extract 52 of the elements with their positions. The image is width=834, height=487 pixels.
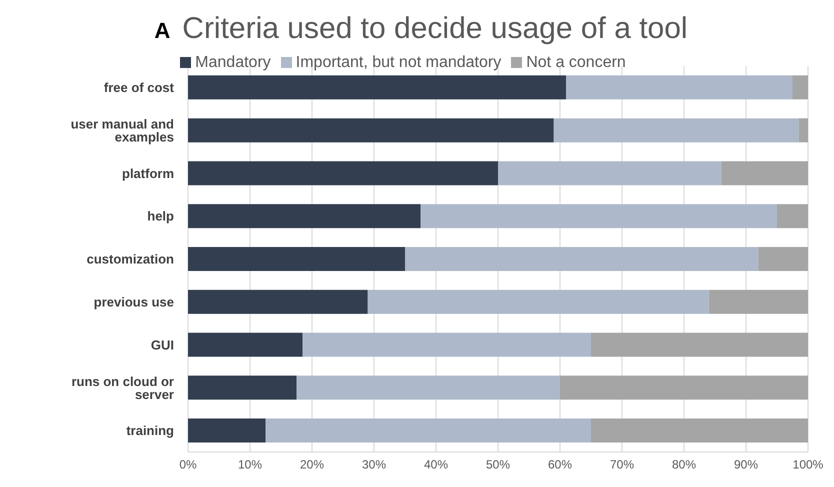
bar	[758, 246, 808, 271]
y-tick-label: GUI	[150, 337, 174, 352]
x-tick-label: 70%	[610, 458, 634, 472]
bar	[798, 118, 808, 142]
y-tick-label: platform	[122, 166, 174, 181]
bar	[368, 290, 709, 314]
legend-label: Not a concern	[526, 54, 626, 71]
bar	[302, 332, 591, 357]
x-tick-label: 40%	[424, 458, 448, 472]
x-tick-label: 20%	[300, 458, 324, 472]
x-tick-label: 80%	[672, 458, 696, 472]
y-tick-label: runs on cloud or server	[71, 374, 174, 402]
bar	[420, 204, 777, 228]
bar	[188, 161, 498, 186]
x-tick-label: 90%	[734, 458, 758, 472]
bar	[708, 290, 808, 314]
bar	[188, 246, 405, 271]
bar	[188, 75, 566, 100]
bar	[405, 246, 758, 271]
y-tick-label: free of cost	[104, 80, 175, 96]
y-tick-label: previous use	[94, 294, 174, 310]
bar	[560, 376, 808, 400]
y-tick-label: training	[126, 423, 174, 438]
bar	[188, 332, 303, 357]
bar	[566, 75, 792, 100]
bar	[188, 290, 368, 314]
x-tick-label: 100%	[792, 458, 824, 472]
bar	[591, 418, 808, 443]
bar	[792, 75, 808, 100]
bar	[188, 418, 266, 443]
x-tick-label: 30%	[362, 458, 386, 472]
legend-label: Mandatory	[195, 54, 271, 71]
chart-title: Criteria used to decide usage of a tool	[182, 12, 688, 45]
x-tick-label: 60%	[548, 458, 572, 472]
x-tick-label: 50%	[486, 458, 510, 472]
bar	[721, 161, 808, 186]
bar	[296, 376, 560, 400]
bar	[498, 161, 722, 186]
bar	[188, 204, 420, 228]
y-tick-label: customization	[86, 252, 174, 267]
bar	[188, 376, 296, 400]
bar	[591, 332, 808, 357]
bar	[777, 204, 808, 228]
y-tick-label: help	[147, 208, 174, 224]
bar	[188, 118, 554, 142]
legend-label: Important, but not mandatory	[296, 54, 502, 71]
bar	[266, 418, 591, 443]
y-tick-label: user manual and examples	[70, 116, 174, 144]
bar	[554, 118, 799, 142]
x-tick-label: 0%	[179, 458, 197, 472]
x-tick-label: 10%	[238, 458, 262, 472]
text: A	[154, 18, 170, 43]
